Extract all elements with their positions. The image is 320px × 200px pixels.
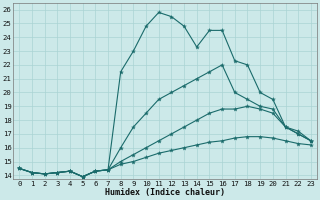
X-axis label: Humidex (Indice chaleur): Humidex (Indice chaleur) (105, 188, 225, 197)
